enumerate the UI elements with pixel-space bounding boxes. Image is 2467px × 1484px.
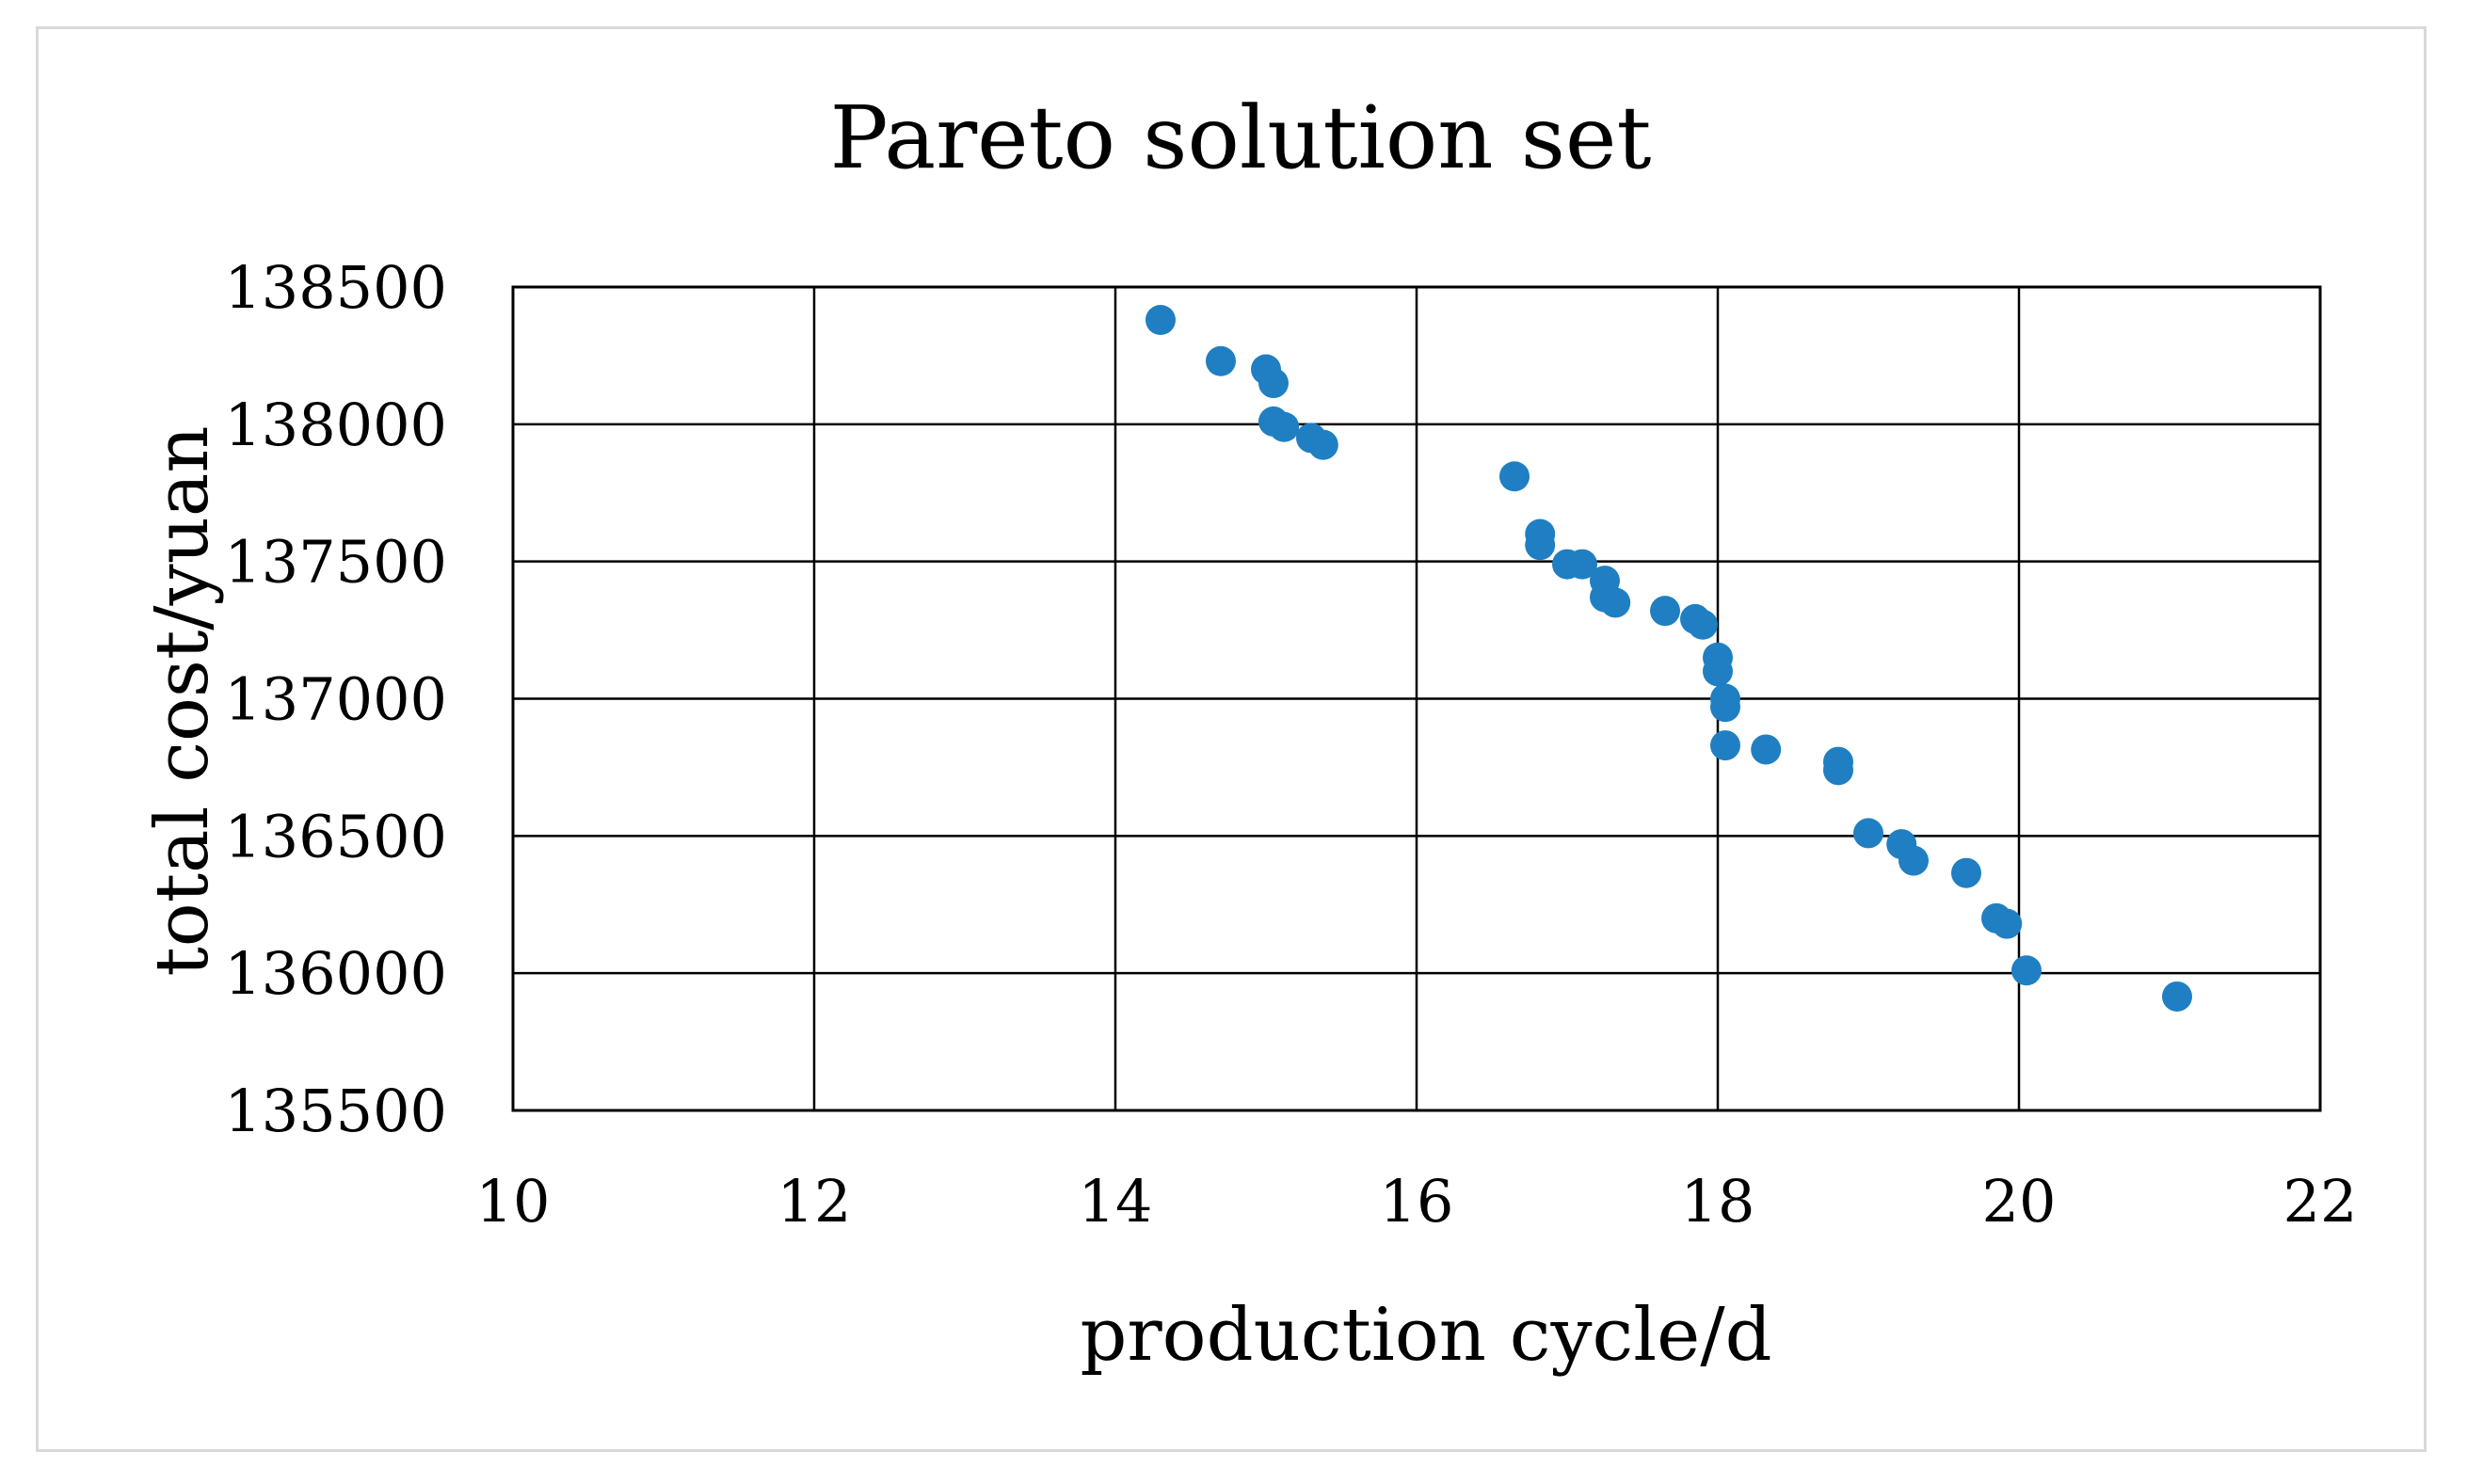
data-point-16 xyxy=(1650,596,1680,627)
data-point-20 xyxy=(1703,656,1733,687)
x-tick-label: 20 xyxy=(1982,1167,2057,1236)
data-point-23 xyxy=(1710,730,1740,761)
data-point-18 xyxy=(1688,609,1718,640)
data-points xyxy=(1145,305,2192,1012)
y-tick-label: 137500 xyxy=(224,528,447,597)
data-point-33 xyxy=(2011,955,2042,986)
x-tick-label: 10 xyxy=(476,1167,551,1236)
data-point-22 xyxy=(1710,692,1740,723)
data-point-12 xyxy=(1567,549,1597,580)
y-axis-ticks: 135500 136000 136500 137000 137500 138000 1385… xyxy=(224,253,447,1145)
x-tick-label: 12 xyxy=(777,1167,852,1236)
y-axis-label: total cost/yuan xyxy=(140,425,225,976)
data-point-5 xyxy=(1269,411,1300,442)
data-point-0 xyxy=(1145,305,1176,335)
grid-lines xyxy=(511,285,2322,1112)
data-point-15 xyxy=(1600,587,1631,618)
data-point-24 xyxy=(1751,734,1782,765)
y-tick-label: 137000 xyxy=(224,665,447,734)
x-axis-label: production cycle/d xyxy=(1080,1293,1771,1378)
x-tick-label: 18 xyxy=(1681,1167,1755,1236)
y-tick-label: 135500 xyxy=(224,1077,447,1145)
chart-title: Pareto solution set xyxy=(830,88,1652,188)
y-tick-label: 136000 xyxy=(224,939,447,1008)
data-point-34 xyxy=(2162,981,2192,1012)
plot-area xyxy=(511,285,2322,1112)
data-point-10 xyxy=(1525,530,1556,561)
chart-frame xyxy=(36,26,2427,1452)
data-point-30 xyxy=(1951,857,1981,888)
data-point-7 xyxy=(1307,429,1338,460)
data-point-1 xyxy=(1206,345,1236,376)
x-tick-label: 14 xyxy=(1079,1167,1153,1236)
x-tick-label: 22 xyxy=(2283,1167,2358,1236)
data-point-26 xyxy=(1823,755,1853,786)
y-tick-label: 136500 xyxy=(224,802,447,870)
y-tick-label: 138500 xyxy=(224,253,447,322)
data-point-29 xyxy=(1898,845,1929,876)
data-point-3 xyxy=(1258,368,1289,399)
data-point-32 xyxy=(1992,908,2023,939)
data-point-8 xyxy=(1499,461,1530,492)
x-axis-ticks: 10 12 14 16 18 20 22 xyxy=(476,1167,2358,1236)
y-tick-label: 138000 xyxy=(224,391,447,459)
x-tick-label: 16 xyxy=(1380,1167,1454,1236)
data-point-27 xyxy=(1853,818,1883,849)
